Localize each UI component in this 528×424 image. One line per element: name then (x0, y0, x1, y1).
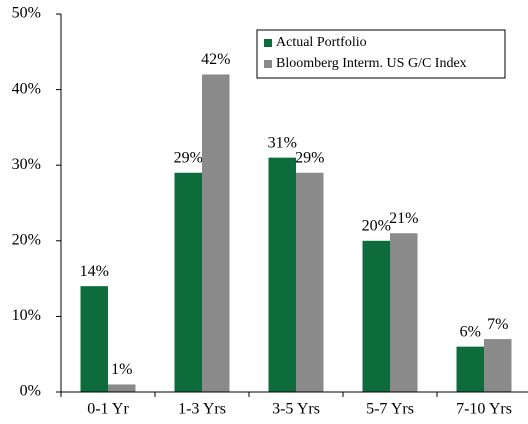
value-label: 29% (174, 149, 203, 166)
bar (362, 240, 390, 392)
x-tick-label: 7-10 Yrs (456, 401, 512, 418)
value-label: 1% (111, 361, 132, 378)
y-tick-label: 30% (12, 156, 41, 173)
bar (108, 384, 136, 392)
x-tick-label: 1-3 Yrs (178, 401, 226, 418)
bar (484, 339, 512, 392)
value-label: 14% (80, 263, 109, 280)
bar (390, 233, 418, 392)
legend-label: Bloomberg Interm. US G/C Index (276, 56, 467, 71)
value-label: 42% (201, 51, 230, 68)
bar (174, 172, 202, 392)
value-label: 29% (295, 149, 324, 166)
y-tick-label: 20% (12, 231, 41, 248)
x-tick-label: 5-7 Yrs (366, 401, 414, 418)
bar (296, 172, 324, 392)
x-tick-label: 3-5 Yrs (272, 401, 320, 418)
legend-label: Actual Portfolio (276, 35, 367, 50)
value-label: 7% (487, 316, 508, 333)
y-tick-label: 0% (20, 383, 41, 400)
value-label: 31% (268, 134, 297, 151)
value-label: 21% (389, 210, 418, 227)
bar (80, 286, 108, 392)
bar (268, 157, 296, 392)
x-tick-label: 0-1 Yr (87, 401, 129, 418)
legend-swatch (264, 60, 272, 68)
value-label: 20% (362, 217, 391, 234)
y-tick-label: 50% (12, 5, 41, 22)
bar (456, 346, 484, 392)
y-tick-label: 40% (12, 80, 41, 97)
legend-swatch (264, 39, 272, 47)
value-label: 6% (460, 323, 481, 340)
y-tick-label: 10% (12, 307, 41, 324)
bar (202, 74, 230, 392)
legend-box (256, 29, 506, 79)
